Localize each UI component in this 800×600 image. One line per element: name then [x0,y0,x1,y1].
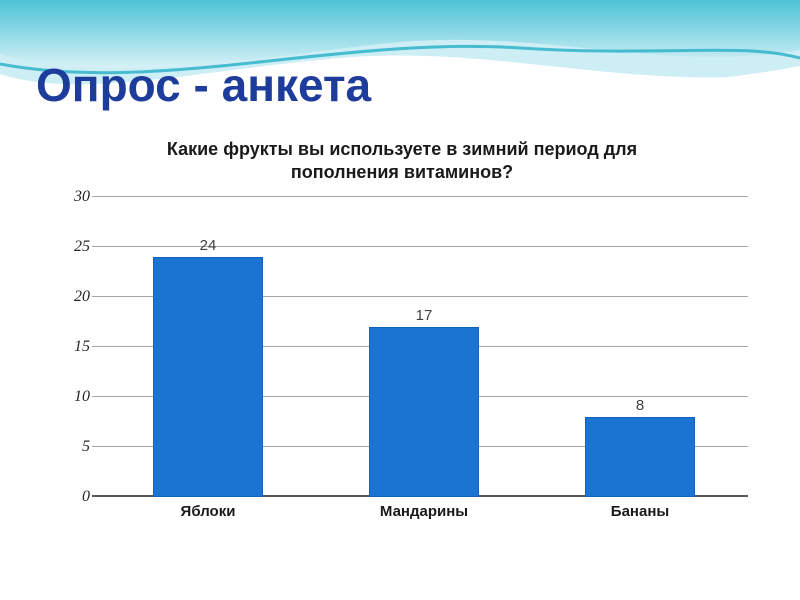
bar [585,417,695,497]
wave-white-fade [0,66,800,140]
bars-container: 24 17 8 [100,197,748,497]
slide-title: Опрос - анкета [36,59,372,111]
gridline-30 [92,196,748,197]
bar-chart: Какие фрукты вы используете в зимний пер… [52,138,752,520]
gridline-20 [92,296,748,297]
y-tick-label-20: 20 [74,288,90,305]
gridline-25 [92,246,748,247]
bar-value-label: 24 [199,237,217,254]
y-tick-label-15: 15 [74,338,90,355]
plot-wrapper: 24 17 8 0 5 10 15 20 25 30 Яблоки Мандарины Бананы [74,189,748,520]
chart-title: Какие фрукты вы используете в зимний пер… [166,139,638,182]
bar-value-label: 8 [635,397,645,414]
bar-group-1: 17 [316,197,532,497]
y-tick-label-0: 0 [82,488,90,505]
plot-area: 24 17 8 0 5 10 15 20 25 30 [74,189,748,505]
wave-shape-mid [0,0,800,69]
bar-group-0: 24 [100,197,316,497]
y-tick-label-5: 5 [82,438,90,455]
bar-value-label: 17 [415,307,433,324]
x-category-label: Мандарины [379,503,469,520]
wave-accent-line [0,44,800,75]
x-category-label: Яблоки [180,503,236,520]
y-tick-label-10: 10 [74,388,90,405]
x-axis-labels: Яблоки Мандарины Бананы [100,503,748,520]
decorative-waves-graphic [0,0,800,140]
bar-group-2: 8 [532,197,748,497]
y-tick-label-25: 25 [74,238,90,255]
x-category-label: Бананы [610,503,670,520]
bar [369,327,479,497]
y-tick-label-30: 30 [74,188,90,205]
bar [153,257,263,497]
